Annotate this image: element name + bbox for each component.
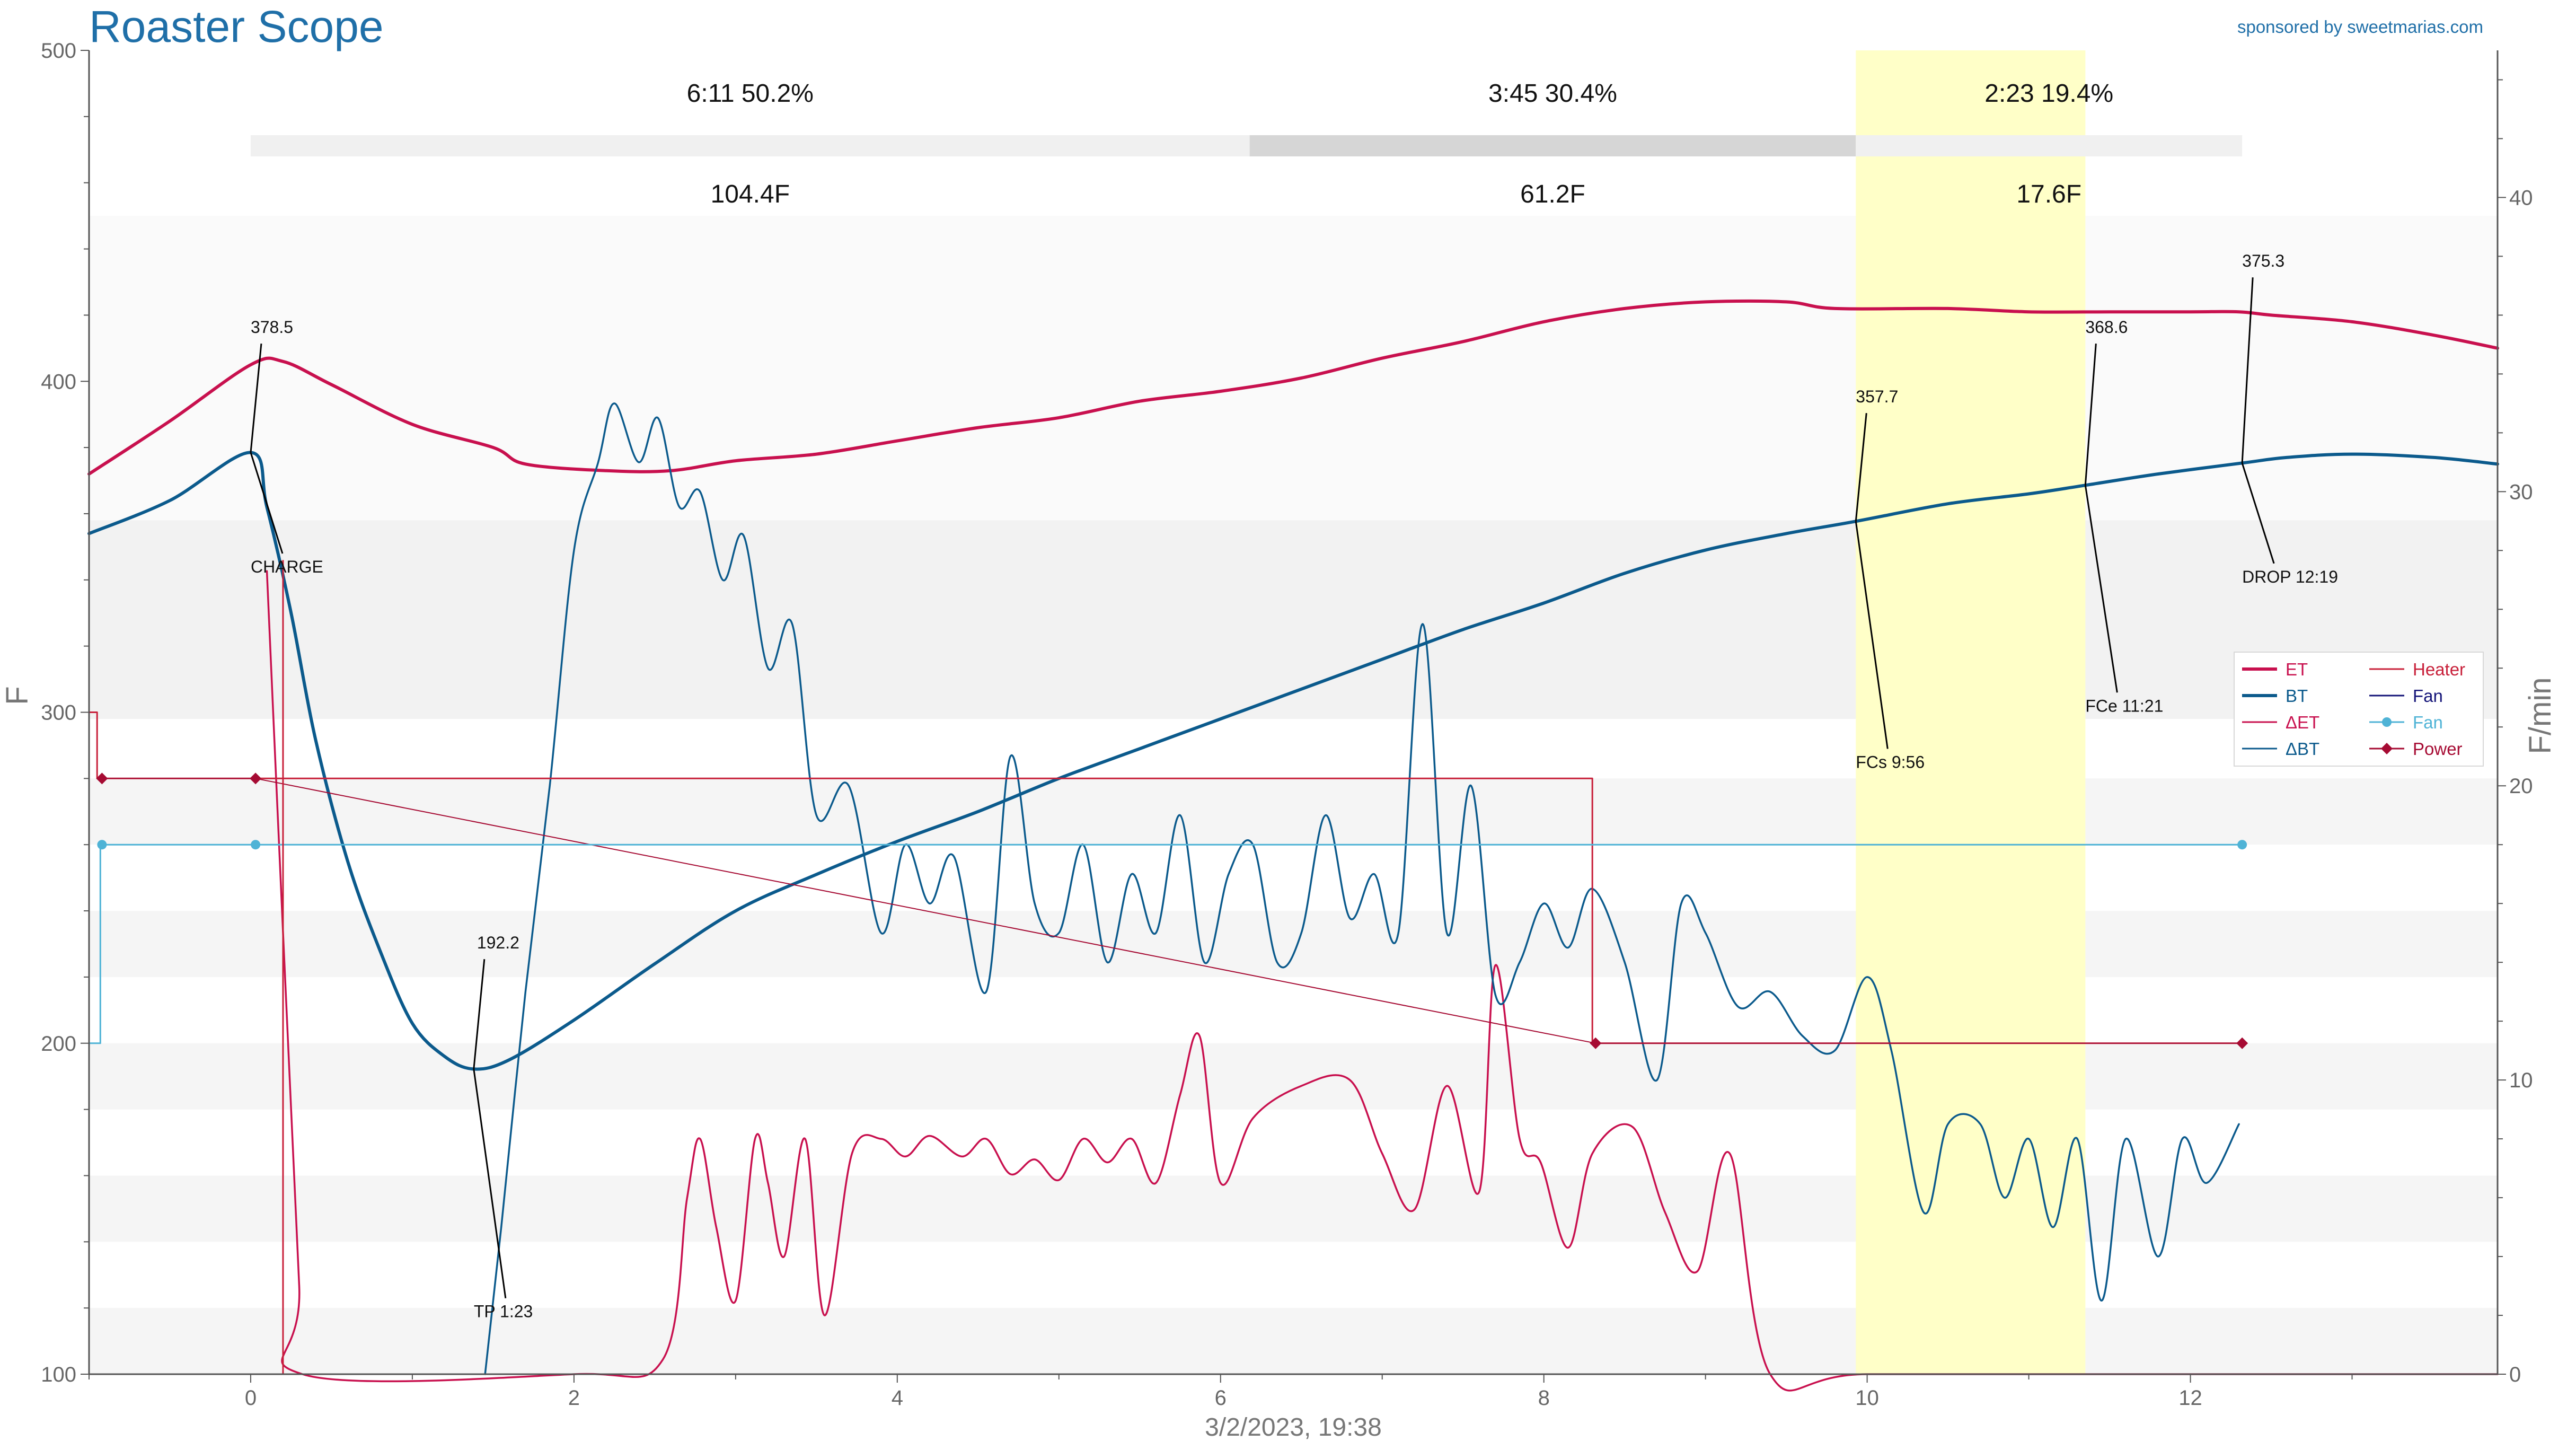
background-bands (89, 216, 2498, 1374)
event-value-2: 357.7 (1856, 387, 1898, 406)
event-label-0: CHARGE (251, 557, 323, 576)
right-tick-label-10: 10 (2509, 1069, 2533, 1092)
sponsor-link[interactable]: sponsored by sweetmarias.com (2237, 17, 2483, 37)
bottom-tick-label-4: 4 (892, 1386, 903, 1410)
band-1 (89, 520, 2498, 719)
event-value-3: 368.6 (2085, 318, 2128, 337)
phase-delta-label-1: 61.2F (1520, 180, 1585, 208)
event-value-1: 192.2 (477, 933, 519, 952)
legend: ET Heater BT Fan ΔET Fan ΔBT Power (2234, 652, 2484, 767)
bottom-tick-label-10: 10 (1855, 1386, 1879, 1410)
right-tick-label-0: 0 (2509, 1363, 2521, 1386)
x-axis-label: 3/2/2023, 19:38 (1205, 1413, 1382, 1442)
fan-marker-1 (251, 840, 261, 850)
phase-bar-segment-1 (1249, 135, 1856, 156)
legend-marker-5 (2382, 717, 2392, 727)
band-6 (89, 1308, 2498, 1374)
event-label-2: FCs 9:56 (1856, 752, 1925, 771)
event-value-leader-4 (2241, 277, 2254, 463)
event-label-leader-4 (2241, 462, 2275, 564)
series-layer (87, 299, 2499, 1392)
legend-box (2234, 652, 2484, 767)
series-line-fan (88, 843, 2243, 1044)
right-axis-label: F/min (2523, 678, 2557, 754)
left-tick-label-400: 400 (41, 370, 76, 393)
series-line-delta-et (266, 570, 2499, 1392)
legend-marker-7 (2381, 743, 2393, 754)
phase-delta-label-0: 104.4F (711, 180, 790, 208)
band-4 (89, 1043, 2498, 1110)
event-value-leader-1 (473, 959, 486, 1069)
event-value-leader-3 (2084, 343, 2097, 486)
highlight-region (1856, 50, 2086, 1374)
event-value-4: 375.3 (2242, 251, 2284, 270)
power-marker-0 (96, 772, 108, 785)
app-title: Roaster Scope (89, 2, 384, 51)
events-layer: 378.5 CHARGE 192.2 TP 1:23 357.7 FCs 9:56 368.… (250, 251, 2338, 1321)
event-label-leader-0 (250, 452, 284, 554)
power-marker-3 (2236, 1037, 2248, 1049)
left-axis-label: F (0, 686, 34, 705)
bottom-tick-label-6: 6 (1215, 1386, 1227, 1410)
bottom-tick-label-8: 8 (1538, 1386, 1550, 1410)
band-5 (89, 1175, 2498, 1242)
left-tick-label-100: 100 (41, 1363, 76, 1386)
power-marker-1 (250, 772, 262, 785)
event-label-leader-1 (473, 1069, 507, 1298)
markers-layer (96, 772, 2248, 1049)
legend-label-0: ET (2286, 660, 2308, 679)
event-label-leader-2 (1855, 521, 1889, 749)
series-line-et (87, 299, 2499, 476)
legend-label-7: Power (2413, 739, 2463, 759)
event-value-leader-2 (1855, 413, 1867, 522)
series-line-heater (88, 711, 2243, 1044)
phase-time-label-0: 6:11 50.2% (687, 80, 814, 108)
legend-label-1: Heater (2413, 660, 2465, 679)
right-tick-label-30: 30 (2509, 480, 2533, 504)
bottom-tick-label-0: 0 (245, 1386, 257, 1410)
event-value-leader-0 (250, 343, 262, 453)
event-label-4: DROP 12:19 (2242, 567, 2338, 586)
series-line-delta-bt (484, 402, 2240, 1375)
phase-time-label-1: 3:45 30.4% (1488, 80, 1617, 108)
legend-label-6: ΔBT (2286, 739, 2319, 759)
legend-label-3: Fan (2413, 686, 2443, 706)
left-tick-label-300: 300 (41, 701, 76, 725)
first-crack-highlight (1856, 50, 2086, 1374)
fan-marker-0 (97, 840, 107, 850)
bottom-tick-label-12: 12 (2178, 1386, 2202, 1410)
phase-delta-label-2: 17.6F (2016, 180, 2081, 208)
phase-bar-segment-2 (1856, 135, 2243, 156)
bottom-tick-label-2: 2 (568, 1386, 580, 1410)
left-tick-label-500: 500 (41, 39, 76, 63)
event-label-1: TP 1:23 (474, 1302, 533, 1321)
band-2 (89, 778, 2498, 845)
left-tick-label-200: 200 (41, 1032, 76, 1056)
event-label-leader-3 (2084, 485, 2118, 693)
legend-label-5: Fan (2413, 713, 2443, 732)
event-value-0: 378.5 (251, 318, 293, 337)
phase-bar: 6:11 50.2% 104.4F 3:45 30.4% 61.2F 2:23 19.4… (250, 80, 2243, 208)
legend-label-4: ΔET (2286, 713, 2319, 732)
band-3 (89, 911, 2498, 977)
phase-time-label-2: 2:23 19.4% (1984, 80, 2113, 108)
power-marker-2 (1590, 1037, 1602, 1049)
fan-marker-2 (2237, 840, 2247, 850)
right-tick-label-20: 20 (2509, 775, 2533, 798)
right-tick-label-40: 40 (2509, 186, 2533, 209)
event-label-3: FCe 11:21 (2085, 696, 2163, 715)
series-line-bt (87, 451, 2499, 1071)
phase-bar-segment-0 (250, 135, 1250, 156)
legend-label-2: BT (2286, 686, 2308, 706)
series-line-power (96, 778, 2243, 1044)
